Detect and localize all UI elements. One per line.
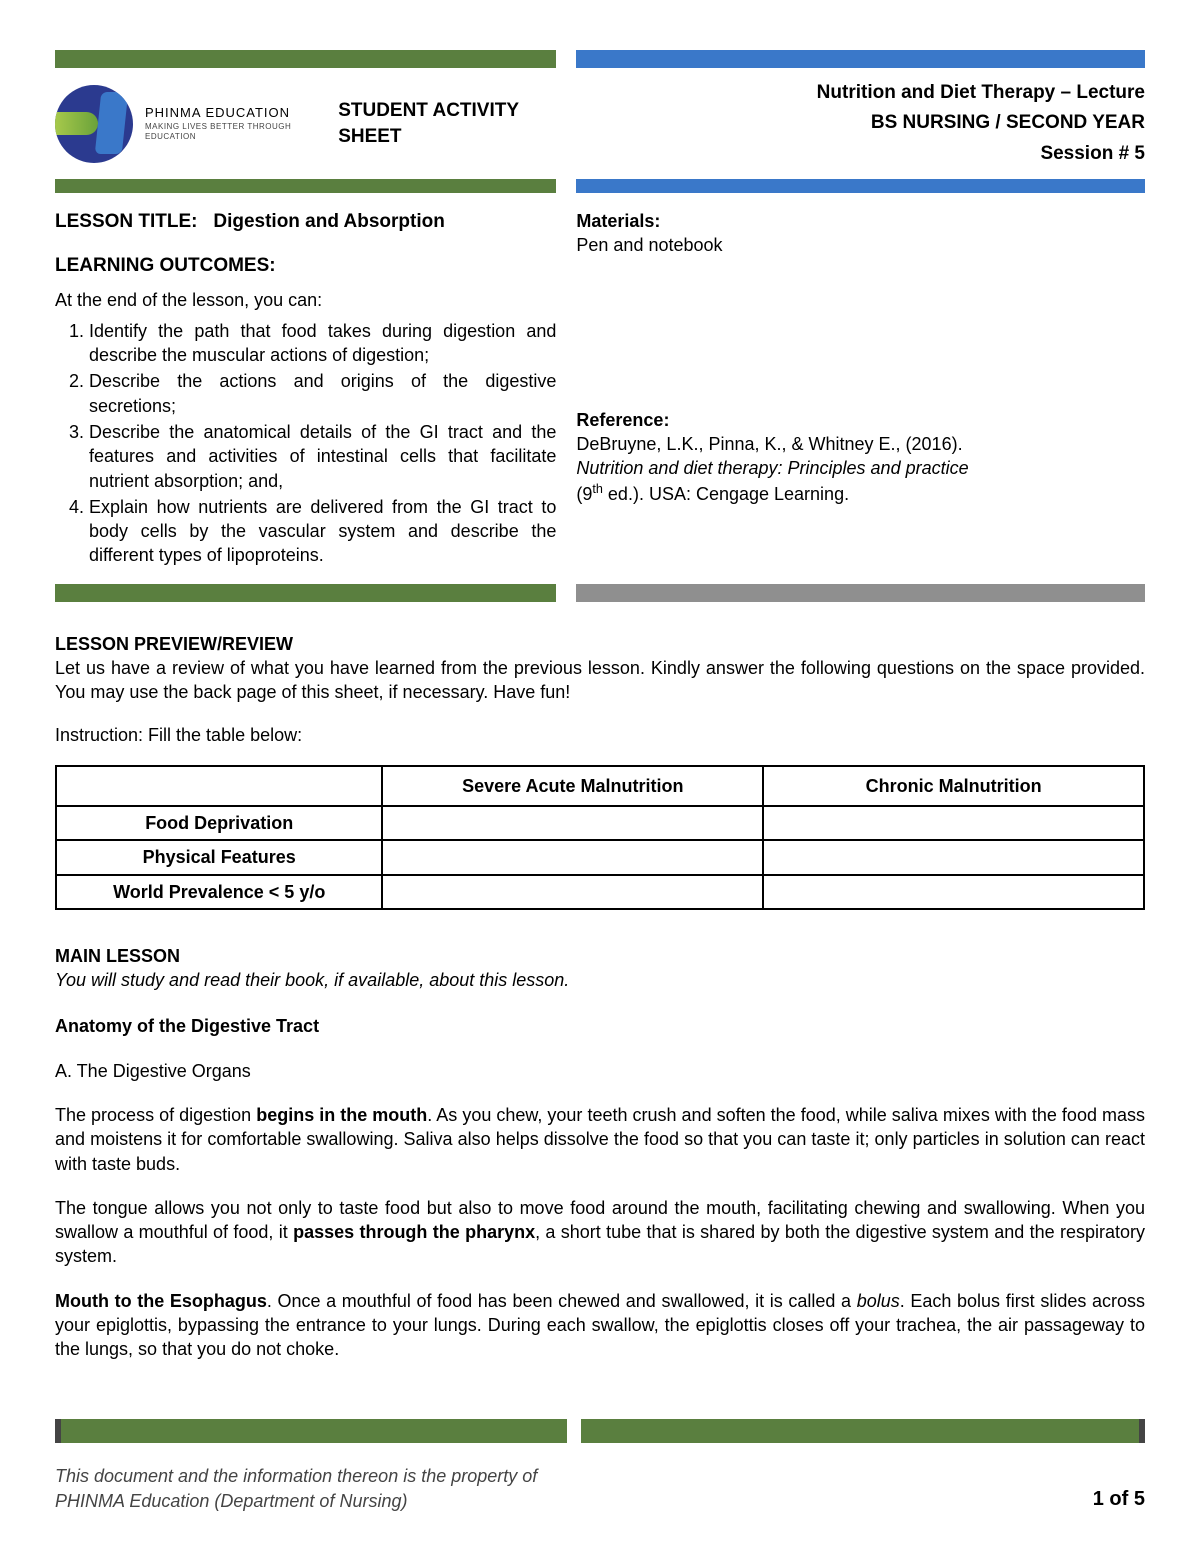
sheet-title: STUDENT ACTIVITY SHEET <box>338 98 556 149</box>
bar-blue <box>576 179 1145 193</box>
brand-sub: MAKING LIVES BETTER THROUGH EDUCATION <box>145 122 320 144</box>
footer-ownership: This document and the information thereo… <box>55 1464 537 1513</box>
table-row: World Prevalence < 5 y/o <box>56 875 1144 909</box>
header-left: PHINMA EDUCATION MAKING LIVES BETTER THR… <box>55 85 556 163</box>
table-cell[interactable] <box>382 875 763 909</box>
preview-section: LESSON PREVIEW/REVIEW Let us have a revi… <box>55 632 1145 910</box>
reference-line-1: DeBruyne, L.K., Pinna, K., & Whitney E.,… <box>576 432 1145 456</box>
bar-green <box>55 179 556 193</box>
table-header-col1: Severe Acute Malnutrition <box>382 766 763 806</box>
materials-text: Pen and notebook <box>576 235 722 255</box>
info-right: Materials: Pen and notebook Reference: D… <box>576 209 1145 570</box>
p3-c: bolus <box>857 1291 900 1311</box>
review-table: Severe Acute Malnutrition Chronic Malnut… <box>55 765 1145 910</box>
p2-b: passes through the pharynx <box>293 1222 535 1242</box>
ref-edition-prefix: (9 <box>576 484 592 504</box>
mid-color-bars <box>55 179 1145 193</box>
page-number: 1 of 5 <box>1093 1486 1145 1513</box>
table-rowhead: World Prevalence < 5 y/o <box>56 875 382 909</box>
table-header-empty <box>56 766 382 806</box>
table-cell[interactable] <box>763 840 1144 874</box>
table-row: Food Deprivation <box>56 806 1144 840</box>
table-rowhead: Physical Features <box>56 840 382 874</box>
course-line-1: Nutrition and Diet Therapy – Lecture <box>576 78 1145 108</box>
info-left: LESSON TITLE: Digestion and Absorption L… <box>55 209 556 570</box>
bar-blue <box>576 50 1145 68</box>
phinma-logo-icon <box>55 85 133 163</box>
outcome-item: Describe the anatomical details of the G… <box>89 420 556 493</box>
lesson-title: LESSON TITLE: Digestion and Absorption <box>55 209 556 235</box>
lesson-title-value: Digestion and Absorption <box>213 211 445 232</box>
ref-edition-suffix: ed.). USA: Cengage Learning. <box>603 484 849 504</box>
main-lesson-label: MAIN LESSON <box>55 944 1145 968</box>
brand-name: PHINMA EDUCATION <box>145 104 320 122</box>
lesson-title-label: LESSON TITLE: <box>55 211 198 232</box>
paragraph-3: Mouth to the Esophagus. Once a mouthful … <box>55 1289 1145 1362</box>
ref-edition-sup: th <box>592 482 603 496</box>
page: PHINMA EDUCATION MAKING LIVES BETTER THR… <box>0 0 1200 1553</box>
bar-green <box>55 584 556 602</box>
bar-green <box>55 50 556 68</box>
info-row: LESSON TITLE: Digestion and Absorption L… <box>55 209 1145 570</box>
preview-instruction: Instruction: Fill the table below: <box>55 723 1145 747</box>
outcomes-list: Identify the path that food takes during… <box>55 319 556 568</box>
low-color-bars <box>55 584 1145 602</box>
table-header-col2: Chronic Malnutrition <box>763 766 1144 806</box>
outcomes-label: LEARNING OUTCOMES: <box>55 253 556 279</box>
top-color-bars <box>55 50 1145 68</box>
main-lesson-sub: You will study and read their book, if a… <box>55 968 1145 992</box>
p1-a: The process of digestion <box>55 1105 256 1125</box>
session-number: Session # 5 <box>576 139 1145 169</box>
anatomy-title: Anatomy of the Digestive Tract <box>55 1014 1145 1038</box>
p3-b: . Once a mouthful of food has been chewe… <box>267 1291 857 1311</box>
preview-text: Let us have a review of what you have le… <box>55 656 1145 705</box>
bar-green <box>55 1419 567 1443</box>
reference-line-3: (9th ed.). USA: Cengage Learning. <box>576 481 1145 506</box>
reference-label: Reference: <box>576 408 1145 432</box>
table-cell[interactable] <box>763 875 1144 909</box>
main-lesson-section: MAIN LESSON You will study and read thei… <box>55 944 1145 1362</box>
bar-green <box>581 1419 1145 1443</box>
table-rowhead: Food Deprivation <box>56 806 382 840</box>
footer-line-1: This document and the information thereo… <box>55 1464 537 1488</box>
outcome-item: Describe the actions and origins of the … <box>89 369 556 418</box>
preview-label: LESSON PREVIEW/REVIEW <box>55 632 1145 656</box>
footer-line-2: PHINMA Education (Department of Nursing) <box>55 1489 537 1513</box>
outcomes-intro: At the end of the lesson, you can: <box>55 288 556 312</box>
header-right: Nutrition and Diet Therapy – Lecture BS … <box>576 78 1145 169</box>
reference-block: Reference: DeBruyne, L.K., Pinna, K., & … <box>576 408 1145 506</box>
header-row: PHINMA EDUCATION MAKING LIVES BETTER THR… <box>55 78 1145 169</box>
table-cell[interactable] <box>382 806 763 840</box>
reference-line-2: Nutrition and diet therapy: Principles a… <box>576 456 1145 480</box>
p3-a: Mouth to the Esophagus <box>55 1291 267 1311</box>
table-cell[interactable] <box>382 840 763 874</box>
p1-b: begins in the mouth <box>256 1105 427 1125</box>
table-row: Physical Features <box>56 840 1144 874</box>
footer: This document and the information thereo… <box>55 1464 1145 1513</box>
course-line-2: BS NURSING / SECOND YEAR <box>576 108 1145 138</box>
outcome-item: Identify the path that food takes during… <box>89 319 556 368</box>
outcome-item: Explain how nutrients are delivered from… <box>89 495 556 568</box>
footer-color-bars <box>55 1419 1145 1443</box>
table-header-row: Severe Acute Malnutrition Chronic Malnut… <box>56 766 1144 806</box>
brand-block: PHINMA EDUCATION MAKING LIVES BETTER THR… <box>145 104 320 143</box>
paragraph-2: The tongue allows you not only to taste … <box>55 1196 1145 1269</box>
materials-block: Materials: Pen and notebook <box>576 209 1145 258</box>
materials-label: Materials: <box>576 211 660 231</box>
list-item-a: A. The Digestive Organs <box>55 1059 1145 1083</box>
bar-grey <box>576 584 1145 602</box>
table-cell[interactable] <box>763 806 1144 840</box>
paragraph-1: The process of digestion begins in the m… <box>55 1103 1145 1176</box>
